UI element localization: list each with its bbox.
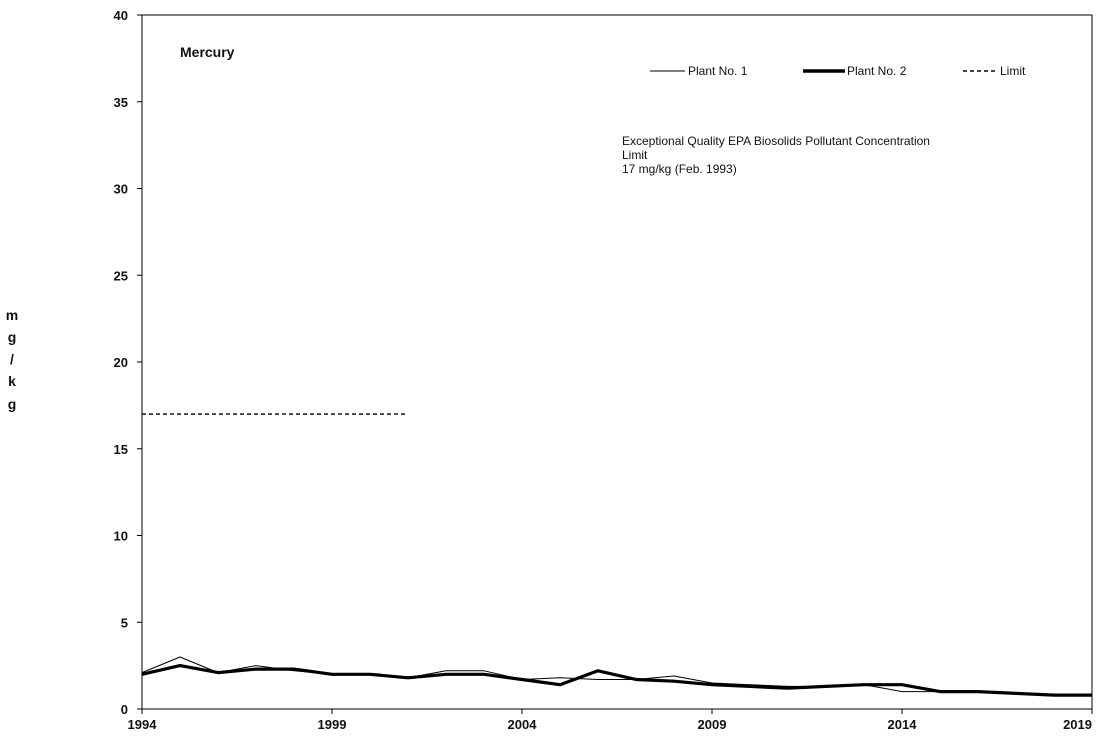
- x-axis: 1994 1999 2004 2009 2014 2019: [128, 709, 1093, 732]
- legend-label-plant-1: Plant No. 1: [688, 64, 748, 78]
- x-tick-label: 2004: [508, 717, 538, 732]
- y-axis: 0 5 10 15 20 25 30 35 40: [114, 8, 142, 717]
- series-line-plant-2: [141, 663, 1092, 697]
- series-layer: [141, 413, 1092, 697]
- y-tick-label: 15: [114, 442, 128, 457]
- legend-label-limit: Limit: [1000, 64, 1026, 78]
- y-axis-label-letter: g: [8, 396, 17, 412]
- y-tick-label: 20: [114, 355, 128, 370]
- legend-label-plant-2: Plant No. 2: [847, 64, 907, 78]
- y-tick-label: 35: [114, 95, 128, 110]
- y-axis-label-letter: m: [6, 307, 18, 323]
- x-tick-label: 2009: [698, 717, 727, 732]
- annotation-line: 17 mg/kg (Feb. 1993): [622, 162, 737, 176]
- limit-annotation: Exceptional Quality EPA Biosolids Pollut…: [622, 134, 930, 176]
- x-tick-label: 1999: [318, 717, 347, 732]
- legend: Plant No. 1 Plant No. 2 Limit: [650, 64, 1026, 78]
- x-tick-label: 2019: [1063, 717, 1092, 732]
- annotation-line: Exceptional Quality EPA Biosolids Pollut…: [622, 134, 930, 148]
- y-axis-label-letter: /: [10, 351, 14, 367]
- x-tick-label: 1994: [128, 717, 158, 732]
- chart-title: Mercury: [180, 44, 235, 60]
- y-tick-label: 30: [114, 182, 128, 197]
- y-axis-label-letter: k: [8, 373, 16, 389]
- x-tick-label: 2014: [888, 717, 918, 732]
- y-axis-label-letter: g: [8, 329, 17, 345]
- y-axis-label: m g / k g: [6, 307, 18, 412]
- y-tick-label: 0: [121, 702, 128, 717]
- y-tick-label: 25: [114, 268, 128, 283]
- plot-area-frame: [141, 14, 1093, 710]
- y-tick-label: 40: [114, 8, 128, 23]
- y-tick-label: 5: [121, 615, 128, 630]
- y-tick-label: 10: [114, 529, 128, 544]
- annotation-line: Limit: [622, 148, 648, 162]
